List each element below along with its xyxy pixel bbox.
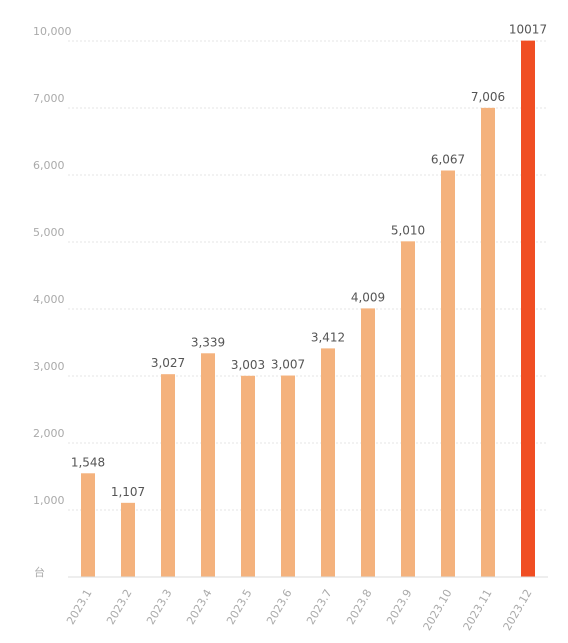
y-tick-label: 5,000 xyxy=(33,226,65,239)
y-tick-label: 1,000 xyxy=(33,494,65,507)
x-tick-label: 2023.2 xyxy=(104,587,135,627)
x-tick-label: 2023.8 xyxy=(344,587,375,627)
value-label: 3,027 xyxy=(151,356,185,370)
x-tick-label: 2023.12 xyxy=(501,587,535,633)
value-label: 6,067 xyxy=(431,153,465,167)
value-label: 1,548 xyxy=(71,455,105,469)
x-tick-label: 2023.9 xyxy=(384,587,415,627)
y-tick-label: 3,000 xyxy=(33,360,65,373)
value-label: 5,010 xyxy=(391,223,425,237)
bar xyxy=(241,375,255,577)
value-label: 1,107 xyxy=(111,485,145,499)
value-label: 3,007 xyxy=(271,358,305,372)
x-tick-label: 2023.7 xyxy=(304,587,335,627)
x-tick-label: 2023.11 xyxy=(461,587,495,633)
value-label: 4,009 xyxy=(351,290,385,304)
bar xyxy=(401,241,415,577)
y-tick-label: 7,000 xyxy=(33,92,65,105)
bar xyxy=(81,473,95,577)
x-tick-label: 2023.4 xyxy=(184,587,215,627)
value-label: 3,003 xyxy=(231,358,265,372)
value-label: 7,006 xyxy=(471,90,505,104)
x-tick-label: 2023.1 xyxy=(64,587,95,627)
x-tick-label: 2023.3 xyxy=(144,587,175,627)
value-label: 10017 xyxy=(509,23,547,37)
bar xyxy=(361,308,375,577)
x-tick-label: 2023.6 xyxy=(264,587,295,627)
value-label: 3,339 xyxy=(191,335,225,349)
x-tick-label: 2023.5 xyxy=(224,587,255,627)
bar xyxy=(481,107,495,577)
y-axis-label: 台 xyxy=(34,565,45,579)
bar xyxy=(441,170,455,578)
x-tick-label: 2023.10 xyxy=(421,587,455,633)
bar xyxy=(121,502,135,577)
value-label: 3,412 xyxy=(311,330,345,344)
bar xyxy=(281,375,295,577)
bar xyxy=(521,40,535,577)
bar xyxy=(161,374,175,577)
bar xyxy=(201,353,215,577)
bar xyxy=(321,348,335,577)
y-tick-label: 10,000 xyxy=(33,25,72,38)
y-tick-label: 4,000 xyxy=(33,293,65,306)
y-tick-label: 6,000 xyxy=(33,159,65,172)
y-tick-label: 2,000 xyxy=(33,427,65,440)
